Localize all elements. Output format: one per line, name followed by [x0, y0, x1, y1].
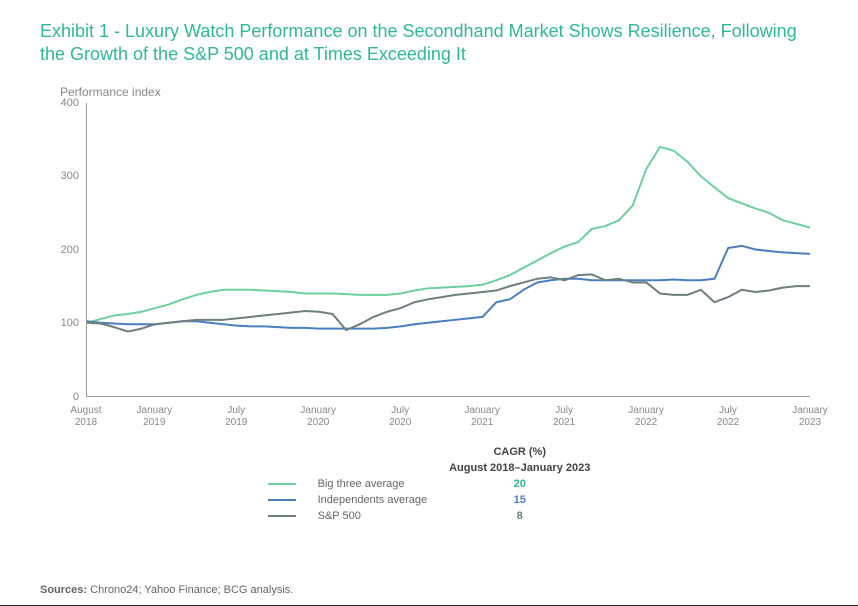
legend-label: Independents average — [308, 493, 437, 507]
x-tick-label: January2020 — [300, 405, 336, 429]
exhibit-title: Exhibit 1 - Luxury Watch Performance on … — [40, 20, 818, 67]
sources-text: Chrono24; Yahoo Finance; BCG analysis. — [87, 584, 293, 596]
sources-label: Sources: — [40, 584, 87, 596]
x-tick-label: July2022 — [717, 405, 739, 429]
chart: 0100200300400 August2018 January2019 July2… — [50, 103, 810, 433]
series-sp500 — [87, 274, 810, 331]
x-tick-label: January2021 — [464, 405, 500, 429]
legend-header-2: August 2018–January 2023 — [439, 461, 600, 475]
legend-swatch — [268, 515, 296, 517]
y-tick-label: 400 — [61, 97, 87, 109]
legend-row-independents: Independents average15 — [258, 493, 601, 507]
legend-label: S&P 500 — [308, 509, 437, 523]
legend-cagr: 20 — [439, 477, 600, 491]
sources: Sources: Chrono24; Yahoo Finance; BCG an… — [40, 584, 293, 596]
legend-cagr: 8 — [439, 509, 600, 523]
legend-row-big_three: Big three average20 — [258, 477, 601, 491]
legend-label: Big three average — [308, 477, 437, 491]
legend-swatch — [268, 483, 296, 485]
x-tick-label: January2022 — [628, 405, 664, 429]
exhibit-container: Exhibit 1 - Luxury Watch Performance on … — [0, 0, 858, 606]
x-tick-label: August2018 — [70, 405, 101, 429]
y-tick-label: 300 — [61, 170, 87, 182]
legend-swatch — [268, 499, 296, 501]
y-axis-title: Performance index — [60, 85, 818, 99]
y-tick-label: 0 — [73, 391, 87, 403]
legend-cagr: 15 — [439, 493, 600, 507]
x-tick-label: July2019 — [225, 405, 247, 429]
y-tick-label: 100 — [61, 317, 87, 329]
x-tick-label: January2019 — [137, 405, 173, 429]
legend: CAGR (%) August 2018–January 2023 Big th… — [40, 443, 818, 525]
y-tick-label: 200 — [61, 244, 87, 256]
x-tick-label: July2020 — [389, 405, 411, 429]
x-tick-label: January2023 — [792, 405, 828, 429]
x-axis-labels: August2018January2019July2019January2020… — [86, 401, 810, 433]
legend-row-sp500: S&P 5008 — [258, 509, 601, 523]
line-chart-svg — [87, 103, 810, 396]
legend-header-1: CAGR (%) — [439, 445, 600, 459]
plot-area: 0100200300400 — [86, 103, 810, 397]
x-tick-label: July2021 — [553, 405, 575, 429]
